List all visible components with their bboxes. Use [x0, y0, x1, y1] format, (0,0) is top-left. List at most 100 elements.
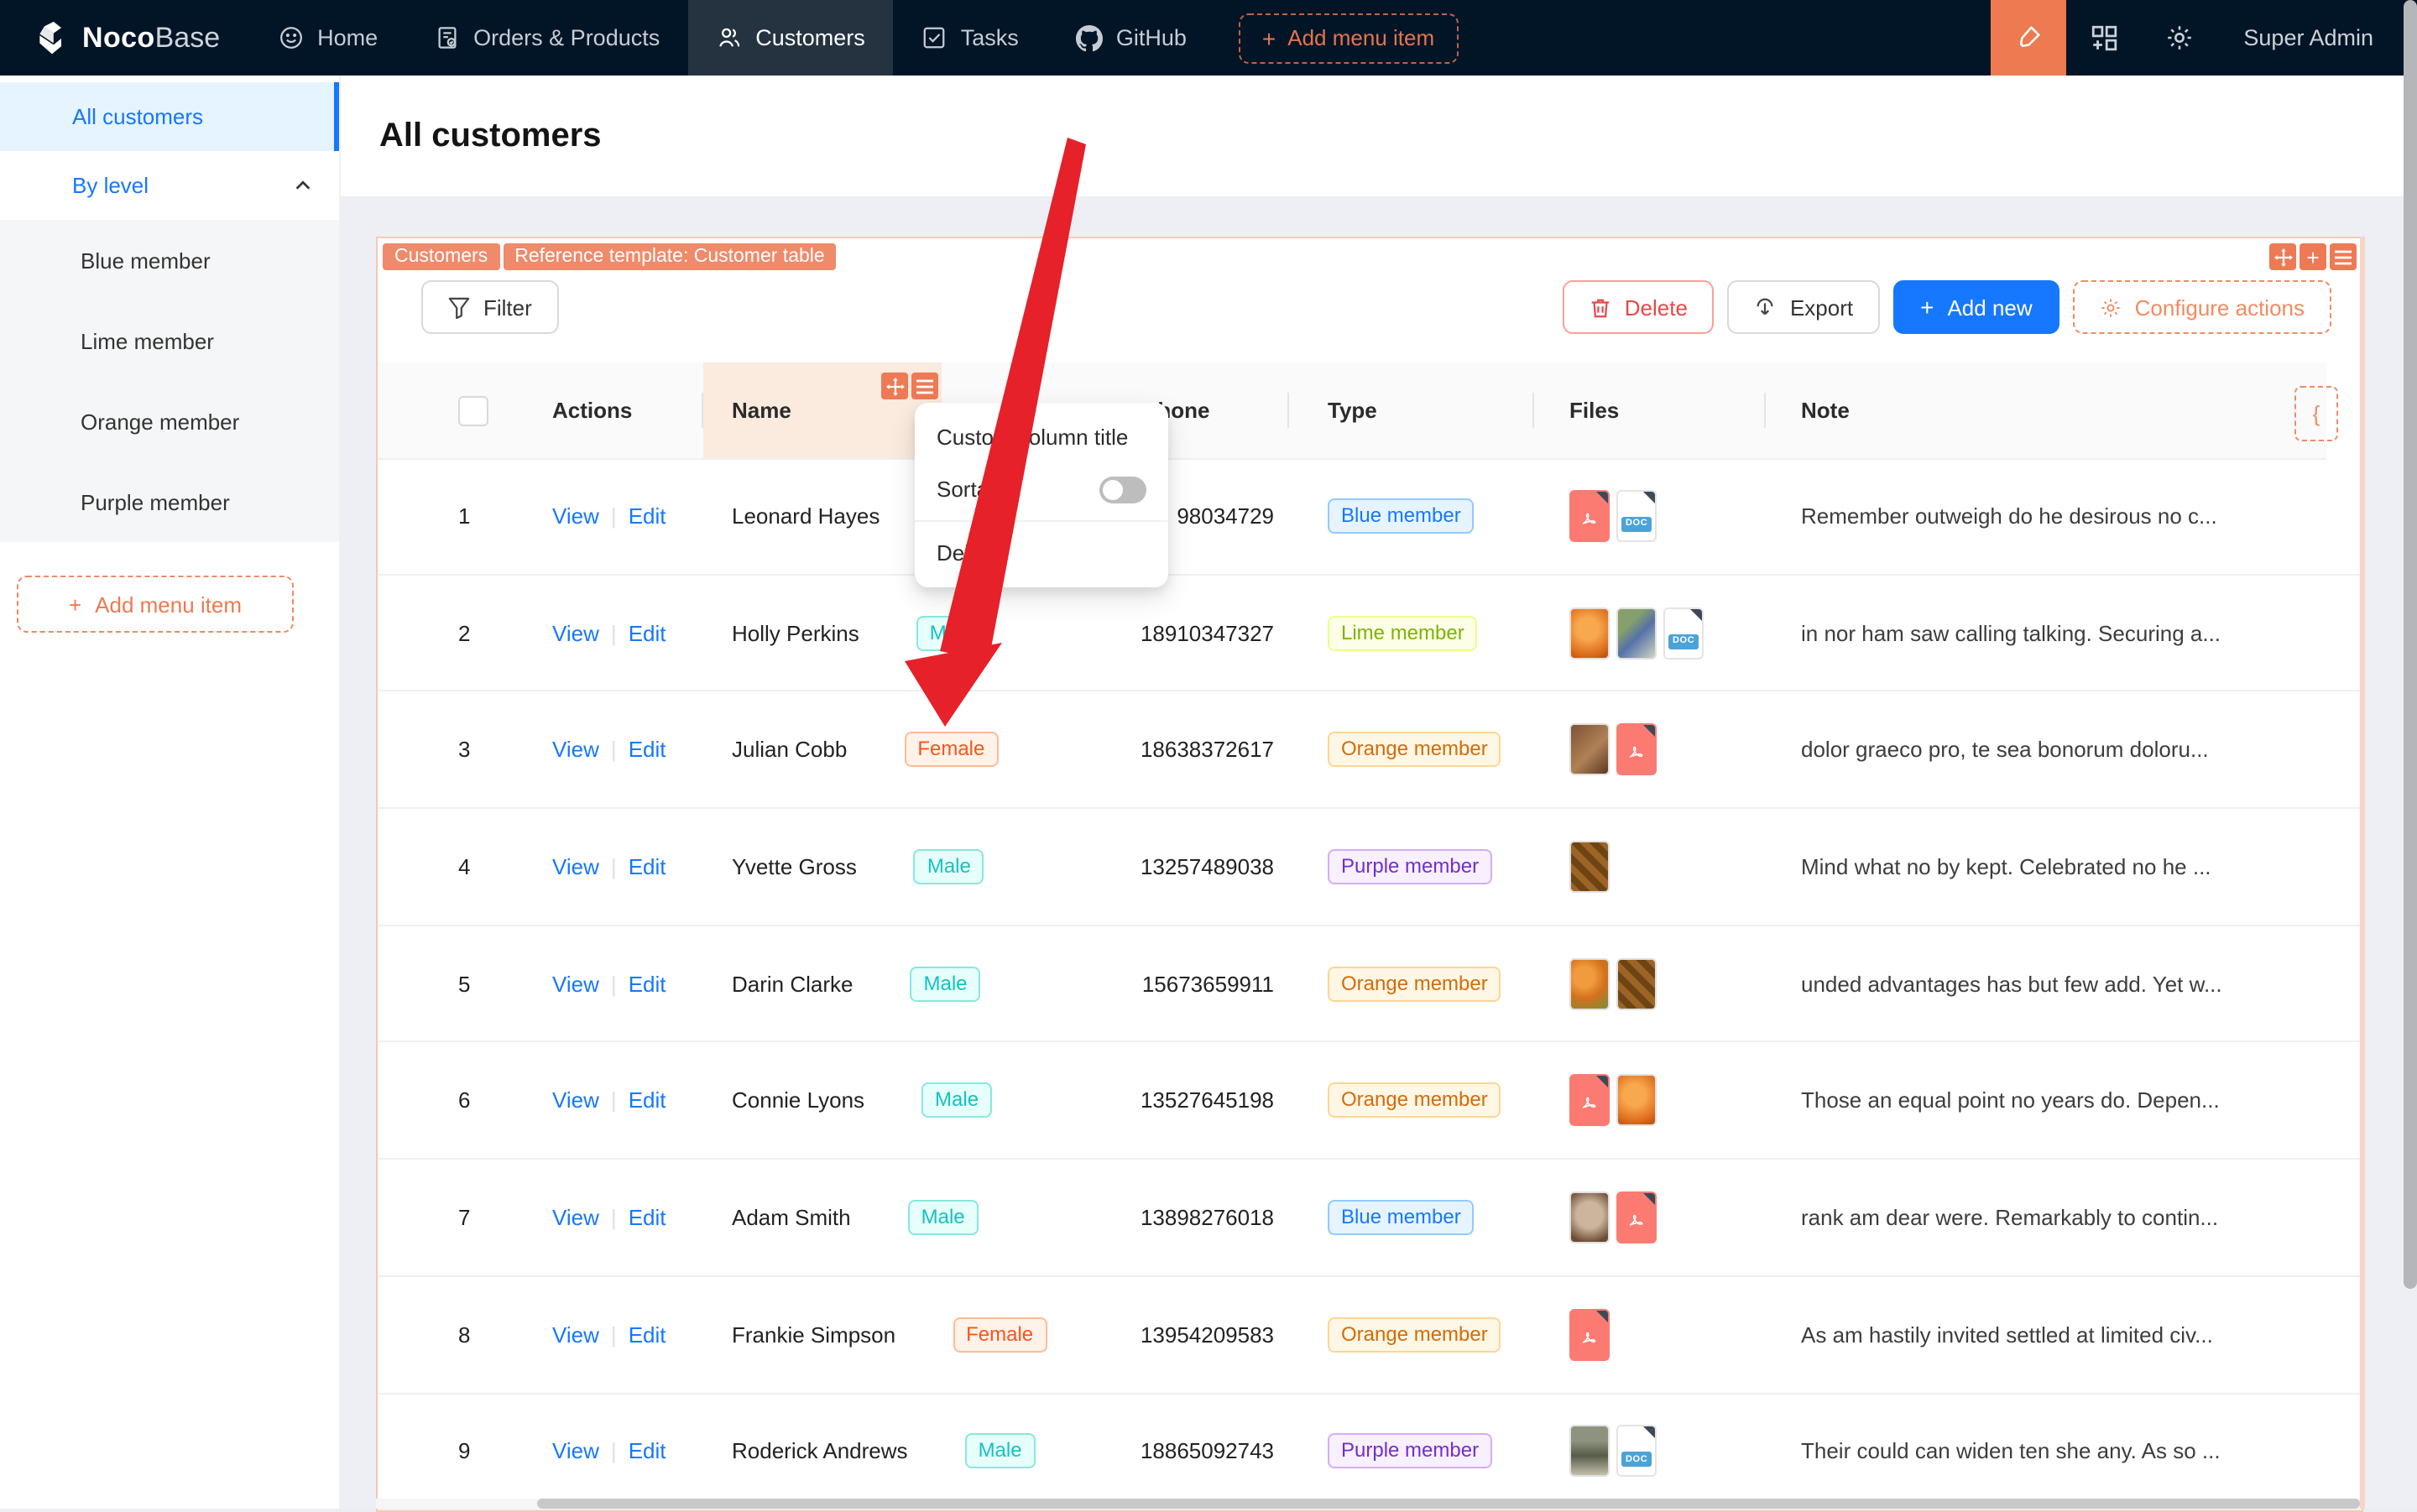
view-link[interactable]: View — [552, 503, 599, 529]
nav-item-github[interactable]: GitHub — [1047, 0, 1215, 76]
nav-add-menu-item-button[interactable]: + Add menu item — [1238, 13, 1459, 63]
type-cell: Orange member — [1287, 692, 1532, 807]
row-index-cell: 7 — [458, 1204, 471, 1230]
view-link[interactable]: View — [552, 1204, 599, 1230]
gear-icon — [2101, 298, 2120, 316]
doc-file-thumbnail[interactable]: DOC — [1663, 607, 1704, 660]
image-file-thumbnail[interactable] — [1616, 957, 1657, 1010]
menu-icon — [2335, 249, 2352, 264]
sidebar-item-orange-member[interactable]: Orange member — [81, 409, 240, 434]
pdf-file-thumbnail[interactable] — [1569, 1308, 1610, 1361]
view-link[interactable]: View — [552, 1087, 599, 1113]
edit-link[interactable]: Edit — [628, 737, 666, 763]
edit-link[interactable]: Edit — [628, 503, 666, 529]
column-header-actions: Actions — [512, 362, 702, 458]
row-index-cell: 9 — [458, 1438, 471, 1464]
block-menu-handle[interactable] — [2330, 243, 2357, 270]
horizontal-scrollbar-thumb[interactable] — [537, 1499, 2360, 1509]
settings-button[interactable] — [2141, 0, 2216, 76]
column-header-label: Name — [732, 398, 791, 423]
row-index-cell: 1 — [458, 503, 471, 529]
view-link[interactable]: View — [552, 1322, 599, 1348]
nav-item-customers[interactable]: Customers — [688, 0, 894, 76]
image-file-thumbnail[interactable] — [1569, 607, 1610, 660]
filter-button[interactable]: Filter — [421, 280, 559, 334]
image-file-thumbnail[interactable] — [1569, 957, 1610, 1010]
export-button[interactable]: Export — [1727, 280, 1881, 334]
pdf-file-thumbnail[interactable] — [1616, 1191, 1657, 1243]
delete-button[interactable]: Delete — [1562, 280, 1715, 334]
table-block-card: Customers Reference template: Customer t… — [376, 237, 2363, 1512]
edit-link[interactable]: Edit — [628, 1087, 666, 1113]
row-actions-cell: View | Edit — [512, 926, 702, 1041]
edit-link[interactable]: Edit — [628, 1204, 666, 1230]
nav-item-tasks[interactable]: Tasks — [894, 0, 1047, 76]
nav-item-home[interactable]: Home — [250, 0, 406, 76]
image-file-thumbnail[interactable] — [1616, 607, 1657, 660]
configure-columns-button[interactable]: { — [2294, 386, 2338, 441]
image-file-thumbnail[interactable] — [1569, 840, 1610, 893]
popup-item-custom-column-title[interactable]: Custom column title — [937, 425, 1129, 450]
popup-item-delete[interactable]: Delete — [937, 540, 1000, 566]
member-type-tag: Purple member — [1328, 1433, 1493, 1469]
user-menu[interactable]: Super Admin — [2243, 25, 2373, 50]
github-icon — [1075, 24, 1103, 51]
edit-link[interactable]: Edit — [628, 1438, 666, 1464]
nav-item-orders-products[interactable]: Orders & Products — [406, 0, 688, 76]
edit-link[interactable]: Edit — [628, 1322, 666, 1348]
image-file-thumbnail[interactable] — [1569, 723, 1610, 776]
column-menu-handle[interactable] — [911, 373, 938, 399]
link-divider: | — [610, 1322, 617, 1348]
plugin-blocks-button[interactable] — [2065, 0, 2141, 76]
blocks-plus-icon — [2091, 25, 2117, 51]
name-cell: Holly Perkins Male — [702, 575, 1116, 690]
name-cell: Julian Cobb Female — [702, 692, 1116, 807]
phone-cell: 13527645198 — [1140, 1087, 1274, 1113]
doc-file-thumbnail[interactable]: DOC — [1616, 1425, 1657, 1478]
image-file-thumbnail[interactable] — [1616, 1074, 1657, 1127]
row-actions-cell: View | Edit — [512, 692, 702, 807]
row-index-cell: 2 — [458, 620, 471, 646]
select-all-checkbox[interactable] — [458, 395, 488, 425]
phone-cell: 18638372617 — [1140, 737, 1274, 763]
configure-actions-button[interactable]: Configure actions — [2072, 280, 2331, 334]
link-divider: | — [610, 853, 617, 879]
link-divider: | — [610, 1438, 617, 1464]
add-block-handle[interactable]: + — [2300, 243, 2326, 270]
drag-column-handle[interactable] — [881, 373, 908, 399]
edit-link[interactable]: Edit — [628, 620, 666, 646]
image-file-thumbnail[interactable] — [1569, 1191, 1610, 1243]
sidebar-item-purple-member[interactable]: Purple member — [81, 489, 230, 514]
doc-file-thumbnail[interactable]: DOC — [1616, 489, 1657, 542]
popup-item-sortable[interactable]: Sortable — [915, 463, 1168, 515]
vertical-scrollbar-thumb[interactable] — [2404, 0, 2417, 1289]
sidebar-item-by-level[interactable]: By level — [0, 151, 339, 220]
name-cell: Roderick Andrews Male — [702, 1394, 1116, 1509]
files-cell — [1532, 692, 1764, 807]
view-link[interactable]: View — [552, 853, 599, 879]
sidebar-item-all-customers[interactable]: All customers — [0, 82, 339, 151]
row-actions-cell: View | Edit — [512, 1043, 702, 1158]
sidebar-item-lime-member[interactable]: Lime member — [81, 328, 214, 353]
pdf-file-thumbnail[interactable] — [1569, 1074, 1610, 1127]
view-link[interactable]: View — [552, 737, 599, 763]
member-type-tag: Blue member — [1328, 498, 1475, 534]
add-new-button[interactable]: + Add new — [1893, 280, 2059, 334]
plus-icon: + — [68, 592, 82, 617]
sidebar-item-blue-member[interactable]: Blue member — [81, 248, 211, 273]
pdf-file-thumbnail[interactable] — [1616, 723, 1657, 776]
pdf-file-thumbnail[interactable] — [1569, 489, 1610, 542]
view-link[interactable]: View — [552, 620, 599, 646]
nocobase-logo[interactable]: NocoBase — [0, 0, 250, 76]
drag-block-handle[interactable] — [2269, 243, 2296, 270]
view-link[interactable]: View — [552, 971, 599, 997]
sortable-toggle[interactable] — [1099, 476, 1146, 503]
ui-editor-button[interactable] — [1990, 0, 2066, 76]
edit-link[interactable]: Edit — [628, 853, 666, 879]
edit-link[interactable]: Edit — [628, 971, 666, 997]
table-row: 3 View | Edit Julian Cobb Female 18638372617 Or… — [378, 692, 2362, 810]
member-type-tag: Orange member — [1328, 732, 1501, 768]
view-link[interactable]: View — [552, 1438, 599, 1464]
image-file-thumbnail[interactable] — [1569, 1425, 1610, 1478]
sidebar-add-menu-item-button[interactable]: + Add menu item — [17, 576, 294, 633]
